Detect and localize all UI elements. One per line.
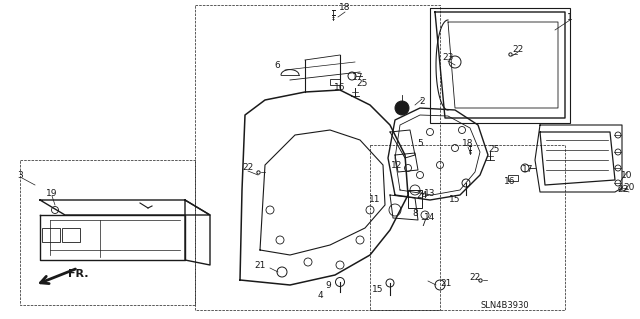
Circle shape [395,101,409,115]
Text: 22: 22 [469,273,481,283]
Text: 13: 13 [424,189,436,197]
Bar [408,190,422,208]
Bar [62,228,80,242]
Text: 8: 8 [412,209,418,218]
Text: FR.: FR. [68,269,88,279]
Text: 10: 10 [621,170,633,180]
Bar [508,175,518,181]
Text: 22: 22 [243,164,253,173]
Text: 20: 20 [623,183,635,192]
Text: 16: 16 [504,177,516,187]
Text: 21: 21 [440,278,452,287]
Text: 25: 25 [356,79,368,88]
Text: 25: 25 [488,145,500,153]
Text: 17: 17 [522,166,534,174]
Text: 16: 16 [334,84,346,93]
Bar [20,160,195,305]
Bar [430,8,570,123]
Text: 18: 18 [462,138,474,147]
Text: 14: 14 [424,213,436,222]
Text: 19: 19 [46,189,58,197]
Bar [370,145,565,310]
Text: 2: 2 [419,98,425,107]
Text: 12: 12 [391,160,403,169]
Text: SLN4B3930: SLN4B3930 [481,300,529,309]
Text: 9: 9 [325,281,331,291]
Text: 24: 24 [417,190,428,199]
Text: 22: 22 [618,186,628,195]
Bar [42,228,60,242]
Text: 18: 18 [339,4,351,12]
Text: 15: 15 [372,286,384,294]
Bar [195,5,440,310]
Text: 22: 22 [513,46,524,55]
Text: 15: 15 [449,195,461,204]
Text: 1: 1 [567,12,573,21]
Text: 17: 17 [352,73,364,83]
Text: 7: 7 [420,219,426,227]
Text: 3: 3 [17,170,23,180]
Bar [330,79,340,85]
Text: 23: 23 [442,54,454,63]
Text: 11: 11 [369,196,381,204]
Text: 21: 21 [254,261,266,270]
Text: 4: 4 [317,291,323,300]
Text: 5: 5 [417,138,423,147]
Text: 6: 6 [274,61,280,70]
